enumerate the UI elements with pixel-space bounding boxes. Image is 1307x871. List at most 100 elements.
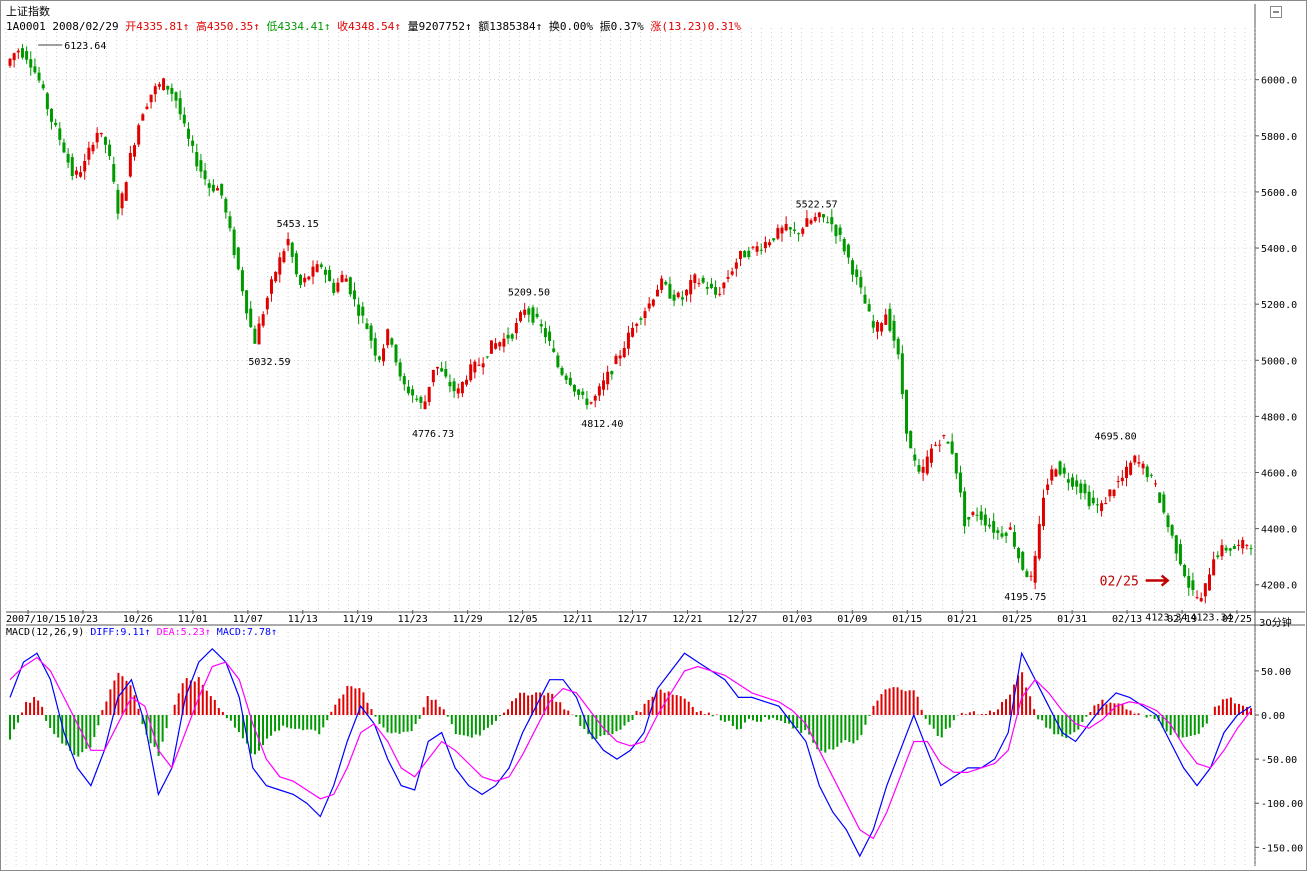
candle-body [738, 250, 742, 260]
amount-label: 额 [478, 20, 490, 33]
candle-body [797, 233, 801, 235]
candle-body [834, 224, 838, 237]
candle-body [402, 376, 406, 385]
candle-body [436, 366, 440, 369]
candle-body [602, 380, 606, 390]
macd-value: MACD:7.78 [216, 627, 271, 638]
diff-line [9, 647, 1252, 858]
candle-body [108, 144, 112, 157]
candle-body [1133, 455, 1137, 463]
price-annotation: 4123.34 [1145, 612, 1187, 623]
candle-body [20, 48, 24, 58]
candle-body [564, 375, 568, 380]
candle-body [1116, 480, 1120, 482]
candle-body [884, 314, 888, 325]
x-tick-label: 12/05 [508, 614, 538, 625]
window-toggle-icon[interactable] [1270, 6, 1282, 18]
candle-body [875, 321, 879, 332]
candle-body [415, 398, 419, 400]
candle-body [1033, 555, 1037, 583]
dea-line [9, 656, 1252, 840]
candle-body [689, 279, 693, 295]
candle-body [900, 353, 904, 395]
candle-body [788, 227, 792, 230]
candle-body [186, 128, 190, 139]
candle-body [693, 274, 697, 283]
candle-body [323, 269, 327, 275]
x-tick-label: 11/23 [398, 614, 428, 625]
candle-body [203, 170, 207, 180]
candle-body [477, 364, 481, 366]
high-label: 高 [195, 20, 207, 33]
volume-label: 量 [407, 20, 419, 33]
up-arrow-icon: ↑ [204, 627, 211, 638]
macd-diff-value: DIFF:9.11 [90, 627, 145, 638]
x-tick-label: 01/25 [1002, 614, 1032, 625]
candle-body [332, 282, 336, 293]
candle-body [1000, 533, 1004, 537]
candle-body [971, 512, 975, 515]
candle-body [137, 125, 141, 145]
candle-body [328, 269, 332, 282]
y-tick-label: 5600.0 [1261, 188, 1297, 199]
x-tick-label: 12/27 [727, 614, 757, 625]
candle-body [465, 379, 469, 385]
candle-body [718, 293, 722, 295]
candle-body [606, 371, 610, 385]
candle-body [701, 277, 705, 283]
candle-body [1249, 548, 1253, 550]
candle-body [676, 292, 680, 298]
candle-body [394, 344, 398, 363]
candle-body [1183, 564, 1187, 577]
candle-body [278, 257, 282, 275]
candle-body [1029, 575, 1033, 577]
candle-body [1145, 466, 1149, 478]
turnover-value: 0.00% [559, 20, 594, 33]
candle-body [240, 270, 244, 292]
candle-body [851, 260, 855, 275]
candle-body [1025, 571, 1029, 578]
candle-body [303, 277, 307, 283]
candle-body [809, 220, 813, 224]
candle-body [1095, 504, 1099, 506]
chart-title: 上证指数 [6, 5, 50, 18]
candle-body [1224, 547, 1228, 551]
candle-body [510, 334, 514, 339]
x-tick-label: 11/07 [233, 614, 263, 625]
candle-body [340, 274, 344, 282]
candle-body [842, 238, 846, 252]
candle-body [801, 228, 805, 234]
up-arrow-icon: ↑ [394, 20, 402, 33]
date-marker-label: 02/25 [1100, 575, 1139, 590]
up-arrow-icon: ↑ [270, 627, 278, 638]
candle-body [224, 198, 228, 213]
candle-body [216, 188, 220, 191]
candle-body [743, 251, 747, 258]
candle-body [589, 402, 593, 404]
candle-body [390, 338, 394, 345]
candle-body [228, 216, 232, 229]
candle-body [514, 323, 518, 334]
candle-body [523, 309, 527, 315]
x-tick-label: 01/09 [837, 614, 867, 625]
candle-body [191, 140, 195, 146]
y-tick-label: 4200.0 [1261, 581, 1297, 592]
candle-body [58, 128, 62, 140]
candle-body [54, 122, 58, 126]
candle-body [257, 323, 261, 345]
candle-body [577, 389, 581, 395]
close-label: 收 [337, 20, 349, 33]
period-label[interactable]: 30分钟 [1259, 618, 1292, 629]
candle-body [440, 368, 444, 372]
candle-body [680, 297, 684, 300]
up-arrow-icon: ↑ [144, 627, 151, 638]
candle-body [635, 323, 639, 326]
candle-body [556, 355, 560, 368]
candle-body [1199, 598, 1203, 602]
candle-body [8, 58, 12, 66]
high-value: 4350.35 [206, 20, 254, 33]
y-tick-label: 5200.0 [1261, 300, 1297, 311]
candle-body [315, 264, 319, 272]
candle-body [846, 244, 850, 258]
